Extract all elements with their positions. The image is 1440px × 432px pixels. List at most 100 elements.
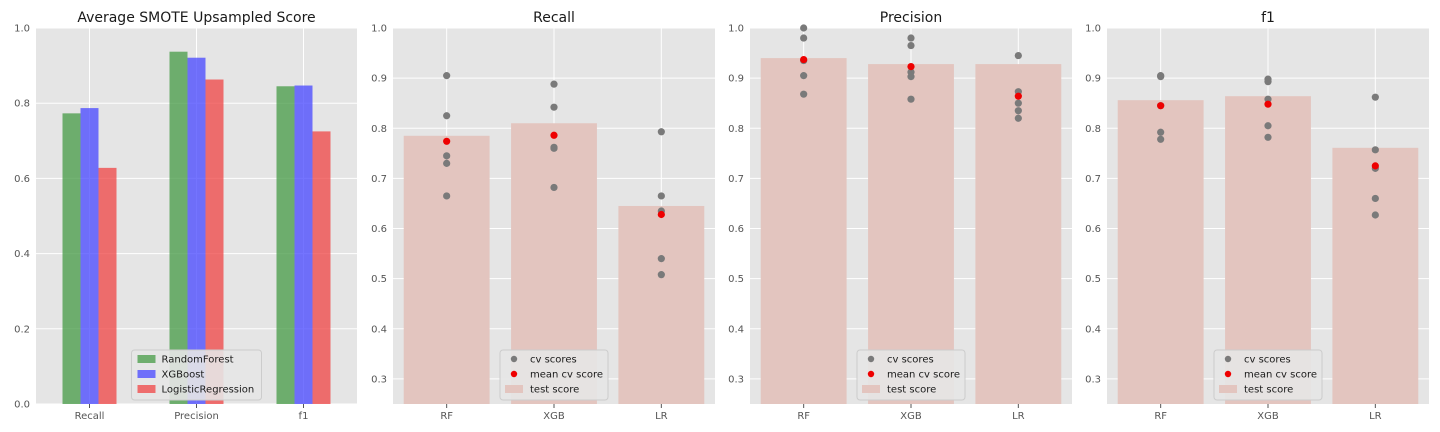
bar-randomforest-precision xyxy=(169,51,188,405)
x-tick-label: LR xyxy=(1012,411,1025,422)
cv-score-point xyxy=(657,255,665,263)
chart-title: Average SMOTE Upsampled Score xyxy=(77,10,315,26)
bar-logisticregression-recall xyxy=(98,167,117,404)
legend-label: test score xyxy=(530,385,579,396)
bar-logisticregression-f1 xyxy=(312,131,331,404)
cv-score-point xyxy=(907,95,915,103)
y-tick-label: 1.0 xyxy=(14,24,30,35)
legend-swatch xyxy=(137,385,156,393)
cv-score-point xyxy=(907,41,915,50)
cv-score-point xyxy=(657,192,665,200)
x-tick-label: LR xyxy=(655,411,668,422)
bar-logisticregression-precision xyxy=(205,79,224,405)
y-tick-label: 0.5 xyxy=(1085,274,1101,285)
legend-box xyxy=(131,349,262,401)
cv-score-point xyxy=(1157,128,1165,136)
test-score-bar-lr xyxy=(1332,147,1419,404)
cv-score-point xyxy=(907,34,915,42)
test-score-bar-lr xyxy=(618,205,705,404)
cv-score-point xyxy=(800,72,808,80)
cv-score-point xyxy=(1371,146,1379,154)
cv-score-point xyxy=(1014,107,1022,115)
x-tick-label: XGB xyxy=(543,411,565,422)
y-tick-label: 0.3 xyxy=(1085,374,1101,385)
cv-score-point xyxy=(657,271,665,279)
cv-score-point xyxy=(907,73,915,81)
legend-box xyxy=(856,349,966,401)
chart-panel-0: 0.0 0.2 0.4 0.6 0.8 1.0 Recall Precision f1 Avera… xyxy=(14,10,357,422)
bar-xgboost-f1 xyxy=(294,85,313,404)
mean-cv-score-point xyxy=(1371,162,1379,170)
cv-score-point xyxy=(800,34,808,42)
legend: cv scores mean cv score test score xyxy=(856,349,966,401)
mean-cv-score-point xyxy=(1157,102,1165,110)
legend-box xyxy=(499,349,609,401)
cv-score-point xyxy=(657,128,665,136)
cv-score-point xyxy=(1157,135,1165,143)
y-tick-label: 0.8 xyxy=(1085,124,1101,135)
y-tick-label: 0.6 xyxy=(14,174,30,185)
legend-test-swatch xyxy=(1219,385,1237,393)
mean-cv-score-point xyxy=(550,131,558,139)
y-tick-label: 0.4 xyxy=(371,324,387,335)
legend-test-swatch xyxy=(505,385,523,393)
y-tick-label: 0.6 xyxy=(728,224,744,235)
mean-cv-score-point xyxy=(443,137,451,145)
mean-cv-score-point xyxy=(1264,100,1272,108)
legend-mean-marker xyxy=(867,370,875,378)
x-tick-label: f1 xyxy=(299,411,309,422)
y-tick-label: 0.5 xyxy=(371,274,387,285)
legend-label: test score xyxy=(887,385,936,396)
y-tick-label: 0.3 xyxy=(371,374,387,385)
cv-score-point xyxy=(443,72,451,80)
y-tick-label: 1.0 xyxy=(1085,24,1101,35)
y-tick-label: 0.4 xyxy=(1085,324,1101,335)
x-tick-label: Recall xyxy=(75,411,105,422)
bar-xgboost-precision xyxy=(187,57,206,404)
legend-mean-marker xyxy=(1224,370,1232,378)
legend-mean-marker xyxy=(510,370,518,378)
legend-cv-marker xyxy=(510,355,518,363)
y-tick-label: 0.8 xyxy=(728,124,744,135)
y-tick-label: 0.3 xyxy=(728,374,744,385)
y-tick-label: 1.0 xyxy=(371,24,387,35)
legend: cv scores mean cv score test score xyxy=(1213,349,1323,401)
legend-label: test score xyxy=(1244,385,1293,396)
cv-score-point xyxy=(443,152,451,160)
bar-randomforest-f1 xyxy=(276,86,295,404)
x-tick-label: XGB xyxy=(900,411,922,422)
cv-score-point xyxy=(1264,95,1272,103)
cv-score-point xyxy=(1371,194,1379,203)
y-tick-label: 0.4 xyxy=(14,249,30,260)
legend-label: cv scores xyxy=(887,355,934,366)
mean-cv-score-point xyxy=(800,55,808,64)
test-score-bar-rf xyxy=(760,58,847,404)
cv-score-point xyxy=(800,24,808,32)
test-score-bar-rf xyxy=(403,135,490,404)
cv-score-point xyxy=(443,112,451,120)
y-tick-label: 0.9 xyxy=(728,74,744,85)
y-tick-label: 0.7 xyxy=(1085,174,1101,185)
cv-score-point xyxy=(1264,122,1272,130)
y-tick-label: 0.9 xyxy=(371,74,387,85)
y-tick-label: 1.0 xyxy=(728,24,744,35)
chart-panel-2: 0.3 0.4 0.5 0.6 0.7 0.8 0.9 1.0 RF XGB LR Precision… xyxy=(728,10,1072,422)
legend-swatch xyxy=(137,355,156,363)
legend-label: RandomForest xyxy=(162,355,234,366)
cv-score-point xyxy=(1014,114,1022,122)
chart-panel-3: 0.3 0.4 0.5 0.6 0.7 0.8 0.9 1.0 RF XGB LR f1 cv scor… xyxy=(1085,10,1429,422)
mean-cv-score-point xyxy=(1014,92,1022,100)
y-tick-label: 0.9 xyxy=(1085,74,1101,85)
cv-score-point xyxy=(550,183,558,192)
legend: RandomForest XGBoost LogisticRegression xyxy=(131,349,262,401)
mean-cv-score-point xyxy=(657,210,665,219)
cv-score-point xyxy=(550,144,558,152)
legend: cv scores mean cv score test score xyxy=(499,349,609,401)
chart-title: Precision xyxy=(880,10,942,26)
chart-panel-1: 0.3 0.4 0.5 0.6 0.7 0.8 0.9 1.0 RF XGB LR Recall cv … xyxy=(371,10,715,422)
y-tick-label: 0.2 xyxy=(14,324,30,335)
cv-score-point xyxy=(1371,93,1379,101)
y-tick-label: 0.6 xyxy=(371,224,387,235)
chart-title: Recall xyxy=(533,10,575,26)
